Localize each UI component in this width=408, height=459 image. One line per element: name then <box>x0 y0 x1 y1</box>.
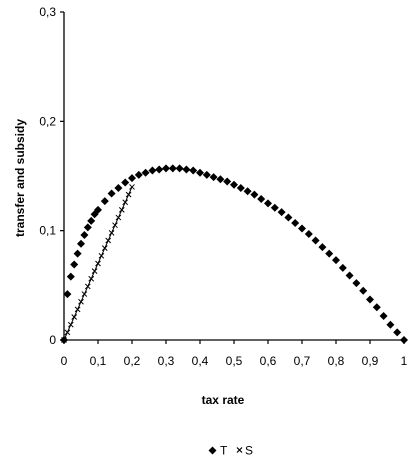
series-s-point <box>122 199 129 206</box>
series-t-point <box>66 272 75 281</box>
x-tick-label: 0,8 <box>328 354 345 368</box>
series-t-point <box>209 173 218 182</box>
series-t-point <box>63 290 72 299</box>
series-t-point <box>304 229 313 238</box>
series-t-point <box>175 164 184 173</box>
series-t-point <box>243 187 252 196</box>
series-t-point <box>338 263 347 272</box>
series-t-point <box>359 286 368 295</box>
series-s-point <box>125 191 132 198</box>
y-tick-label: 0,2 <box>39 114 56 128</box>
x-tick-label: 1 <box>401 354 408 368</box>
series-t-point <box>155 165 164 174</box>
series-t-point <box>162 164 170 173</box>
series-t-point <box>114 184 123 193</box>
series-t-point <box>73 249 82 258</box>
x-tick-label: 0,3 <box>158 354 175 368</box>
series-t-point <box>230 180 238 189</box>
series-t-point <box>196 168 204 177</box>
series-t-point <box>393 328 402 337</box>
x-tick-label: 0 <box>61 354 68 368</box>
series-t-point <box>366 295 374 304</box>
series-t-point <box>264 199 272 208</box>
series-s-point <box>64 329 71 336</box>
series-t-point <box>372 303 381 312</box>
series-t-point <box>70 260 79 269</box>
x-tick-label: 0,6 <box>260 354 277 368</box>
x-tick-label: 0,9 <box>362 354 379 368</box>
series-s-point <box>129 184 135 190</box>
series-t-point <box>325 249 334 258</box>
series-s-point <box>81 291 88 297</box>
series-t-point <box>250 190 259 199</box>
legend-s-marker <box>236 447 243 453</box>
series-s-point <box>115 214 122 221</box>
series-t-point <box>216 175 225 184</box>
series-t-point <box>223 177 232 186</box>
x-axis-ticks: 0 0,1 0,2 0,3 0,4 0,5 0,6 0,7 0,8 0,9 1 <box>61 340 408 368</box>
legend: T S <box>208 444 253 458</box>
y-axis-ticks: 0 0,1 0,2 0,3 <box>39 5 64 347</box>
series-t-point <box>77 239 85 248</box>
series-s-point <box>112 222 118 229</box>
series-s-point <box>84 283 91 290</box>
series-t-point <box>318 243 327 252</box>
series-t-point <box>107 189 116 198</box>
series-t-point <box>168 164 177 173</box>
x-tick-label: 0,5 <box>226 354 243 368</box>
series-s-point <box>98 252 105 259</box>
series-t-point <box>284 213 293 222</box>
series-s-point <box>71 314 78 320</box>
legend-t-label: T <box>220 444 228 458</box>
series-t-point <box>83 223 92 232</box>
series-t-point <box>182 165 191 174</box>
series-t-point <box>270 203 279 212</box>
x-tick-label: 0,2 <box>124 354 141 368</box>
y-tick-label: 0,3 <box>39 5 56 19</box>
series-t-point <box>80 231 89 240</box>
series-t-point <box>121 178 130 187</box>
series-s-point <box>78 298 84 305</box>
x-tick-label: 0,1 <box>90 354 107 368</box>
series-t-point <box>379 311 388 320</box>
legend-t-marker <box>208 446 217 455</box>
series-t-point <box>134 170 143 179</box>
series-s-point <box>74 306 81 313</box>
series-t-point <box>332 256 340 265</box>
series-t-point <box>257 194 266 203</box>
series-t-point <box>128 174 136 183</box>
series-t-point <box>189 166 198 175</box>
series-t-point <box>352 279 361 288</box>
series-s-point <box>91 268 98 274</box>
series-s-point <box>88 275 95 282</box>
series-t-point <box>291 219 300 228</box>
series-t-point <box>202 170 211 179</box>
series-t-point <box>94 205 102 214</box>
series-t-point <box>141 168 150 177</box>
series-t-point <box>386 320 395 329</box>
legend-s-label: S <box>245 444 253 458</box>
series-t-point <box>311 236 320 245</box>
series-s-point <box>105 237 112 244</box>
series-t-point <box>345 271 354 280</box>
x-tick-label: 0,4 <box>192 354 209 368</box>
series-s-point <box>67 321 74 328</box>
series-s-point <box>95 260 101 267</box>
series-s-point <box>108 229 115 236</box>
x-axis-title: tax rate <box>202 393 245 407</box>
series-t-point <box>148 166 157 175</box>
series-t-point <box>87 216 96 225</box>
series-t-point <box>236 184 245 193</box>
series-s-point <box>101 245 108 252</box>
series-t-point <box>298 224 306 233</box>
y-axis-title: transfer and subsidy <box>13 119 27 237</box>
x-tick-label: 0,7 <box>294 354 311 368</box>
y-tick-label: 0 <box>49 333 56 347</box>
series-s-point <box>118 207 125 213</box>
series-t-point <box>277 208 286 217</box>
y-tick-label: 0,1 <box>39 224 56 238</box>
series-t-point <box>100 197 109 206</box>
series-t-markers <box>60 164 408 344</box>
